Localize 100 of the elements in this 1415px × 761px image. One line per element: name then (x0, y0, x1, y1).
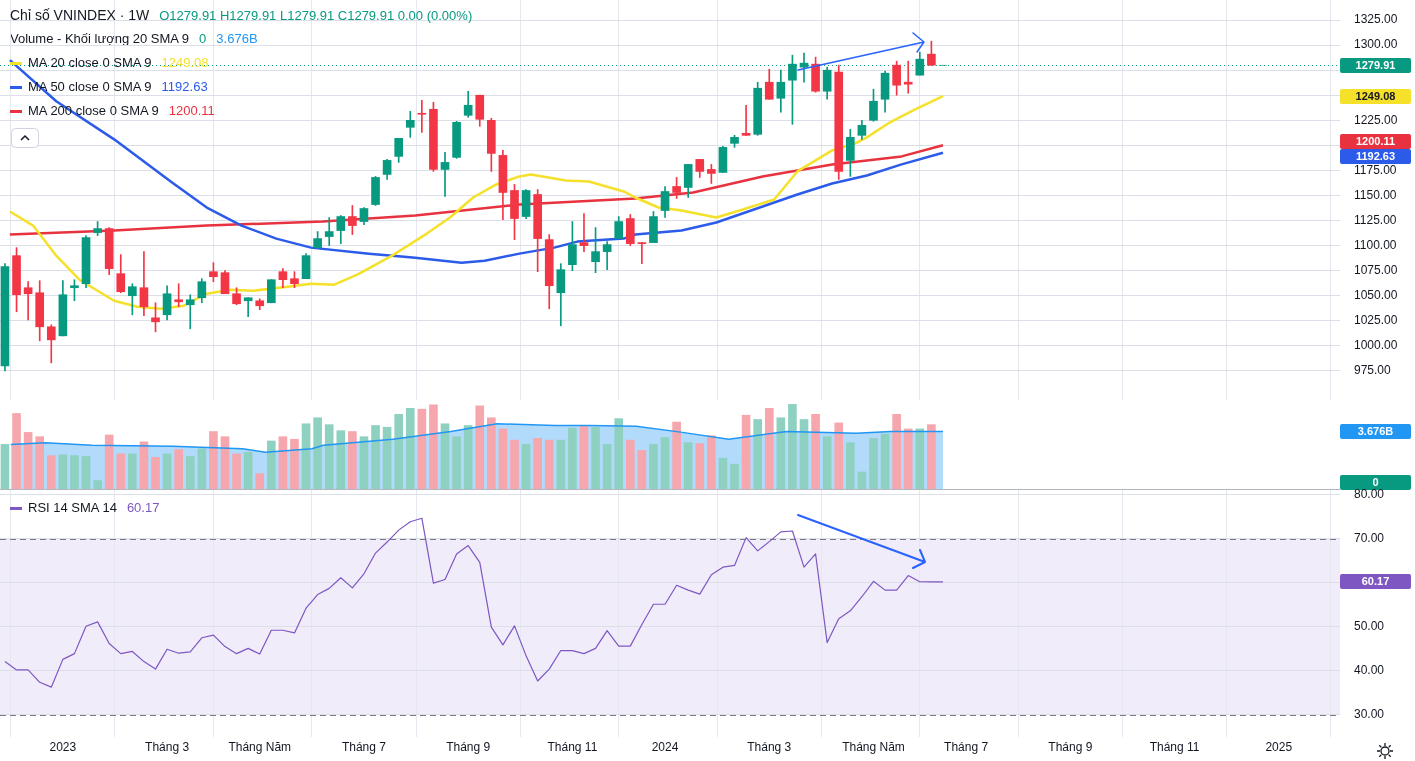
candlestick (23, 281, 33, 321)
bar (903, 428, 913, 490)
candlestick (741, 104, 751, 136)
bar (695, 443, 705, 490)
bar (672, 421, 681, 490)
bar (822, 436, 832, 490)
bar (649, 444, 658, 490)
annotation: 1192.63 (161, 79, 208, 94)
text: 1200.11 (1355, 135, 1396, 147)
text: 0 (199, 31, 207, 46)
bar (463, 425, 473, 490)
x-tick-label: Tháng 7 (341, 739, 387, 754)
bar (869, 438, 878, 490)
bar (753, 419, 763, 490)
ref-line-label: 1279.91 (1340, 57, 1411, 73)
bar (46, 455, 56, 490)
candlestick (243, 297, 253, 318)
bar (185, 456, 195, 490)
bar (660, 437, 670, 490)
y-tick-label: 1150.00 (1354, 187, 1397, 202)
bar (324, 424, 334, 490)
legend-label: RSI 14 SMA 14 (28, 500, 117, 515)
bar (429, 404, 438, 490)
y-tick-label: 1025.00 (1354, 313, 1398, 328)
x-tick-label: 2024 (651, 739, 679, 754)
bar (290, 438, 299, 490)
text: 3.676B (216, 31, 258, 46)
bar (683, 442, 693, 490)
bar (266, 440, 276, 490)
y-tick-label: 1050.00 (1354, 288, 1398, 303)
bar (625, 439, 635, 490)
bar (151, 456, 160, 490)
candlestick (579, 213, 589, 252)
bar (602, 444, 612, 490)
annotation: O1279.91 H1279.91 L1279.91 C1279.91 0.00 (0.00%) (159, 8, 473, 23)
x-tick-label: 2025 (1265, 739, 1293, 754)
x-tick-label: Tháng 11 (547, 739, 598, 754)
annotation: 1249.08 (161, 55, 209, 70)
bar (81, 456, 91, 490)
x-tick-label: Tháng 9 (1048, 739, 1093, 754)
y-tick-label: 1325.00 (1354, 12, 1398, 27)
y-tick-label: 1125.00 (1354, 212, 1397, 227)
bar (521, 444, 531, 490)
bar (811, 413, 820, 490)
bar (209, 431, 218, 490)
text: 60.17 (1361, 575, 1390, 588)
bar (591, 426, 600, 490)
text: 0 (1340, 475, 1411, 490)
y-tick-label: 1175.00 (1354, 162, 1397, 177)
bar (336, 430, 346, 490)
legend-label: MA 20 close 0 SMA 9 (28, 55, 152, 70)
candlestick (185, 294, 195, 330)
x-tick-label: Tháng Năm (228, 739, 292, 754)
bar (0, 444, 10, 490)
candlestick (324, 217, 334, 246)
bar (730, 463, 739, 490)
bar (556, 439, 566, 490)
bar (776, 417, 786, 490)
bar (498, 428, 508, 490)
x-tick-label: Tháng 7 (944, 739, 989, 754)
y-tick-label: 1000.00 (1354, 338, 1398, 353)
text: Chỉ số VNINDEX · 1W (10, 7, 150, 23)
bar (232, 453, 241, 490)
bar (104, 434, 114, 490)
bar (845, 442, 855, 490)
bar (707, 435, 716, 490)
annotation: 1200.11 (168, 103, 215, 118)
bar (510, 439, 519, 490)
bar (58, 454, 68, 490)
bar (371, 425, 380, 490)
bar (533, 438, 542, 490)
legend-label: MA 200 close 0 SMA 9 (28, 103, 159, 118)
candlestick (903, 60, 913, 94)
bar (116, 453, 126, 490)
y-tick-label: 30.00 (1354, 707, 1385, 722)
bar (12, 413, 21, 490)
bar (128, 453, 137, 490)
bar (405, 407, 415, 490)
text: 3.676B (1340, 424, 1411, 440)
bar (927, 424, 936, 490)
x-tick-label: 2023 (49, 739, 77, 754)
bar (475, 405, 485, 490)
x-tick-label: Tháng 11 (1149, 739, 1200, 754)
candlestick (440, 152, 450, 197)
x-tick-label: Tháng 3 (747, 739, 792, 754)
y-tick-label: 1075.00 (1354, 262, 1398, 277)
x-tick-label: Tháng 9 (446, 739, 491, 754)
x-tick-label: Tháng 3 (145, 739, 190, 754)
bar (452, 436, 461, 490)
bar (915, 428, 925, 490)
bar (394, 413, 404, 490)
bar (35, 436, 45, 490)
bar (544, 439, 554, 490)
bar (197, 448, 207, 490)
bar (93, 480, 102, 490)
bar (255, 473, 265, 490)
bar (174, 449, 183, 490)
y-tick-label: 975.00 (1354, 363, 1392, 378)
y-tick-label: 40.00 (1354, 663, 1385, 678)
bar (348, 431, 357, 490)
